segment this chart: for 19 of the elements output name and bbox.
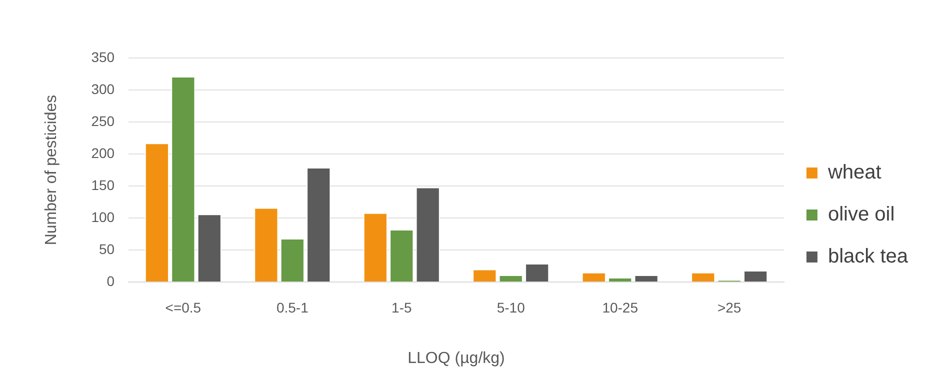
- x-tick-label: <=0.5: [165, 299, 202, 316]
- x-tick-label: 10-25: [602, 299, 638, 316]
- legend-label: olive oil: [828, 204, 895, 226]
- y-tick-label: 250: [91, 112, 115, 129]
- y-tick-label: 100: [91, 208, 115, 225]
- y-tick-label: 200: [91, 144, 115, 161]
- y-tick-label: 50: [98, 240, 115, 257]
- y-axis-title: Number of pesticides: [43, 94, 60, 246]
- legend-label: black tea: [828, 246, 909, 268]
- x-tick-label: 1-5: [392, 299, 412, 316]
- x-tick-label: 5-10: [496, 299, 526, 316]
- y-tick-label: 150: [91, 176, 115, 193]
- x-tick-label: >25: [717, 299, 742, 316]
- x-axis-title: LLOQ (µg/kg): [408, 350, 505, 367]
- y-tick-label: 350: [91, 48, 115, 65]
- legend-label: wheat: [826, 162, 882, 184]
- y-tick-label: 0: [106, 272, 115, 289]
- y-tick-label: 300: [91, 80, 115, 97]
- x-tick-label: 0.5-1: [276, 299, 309, 316]
